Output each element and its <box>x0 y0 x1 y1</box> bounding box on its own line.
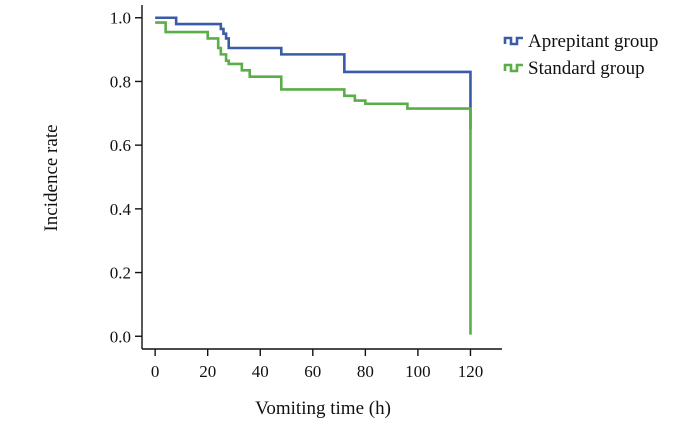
x-tick-label: 60 <box>304 362 321 381</box>
x-tick-label: 40 <box>252 362 269 381</box>
axes: 0.0 0.2 0.4 0.6 0.8 1.0 0 20 40 60 80 100 120 <box>110 5 502 381</box>
x-tick-label: 120 <box>458 362 484 381</box>
legend-label: Aprepitant group <box>528 31 658 52</box>
x-tick-label: 80 <box>357 362 374 381</box>
legend: Aprepitant group Standard group <box>503 31 658 79</box>
legend-swatch <box>503 63 523 73</box>
x-tick-label: 100 <box>405 362 431 381</box>
y-tick-label: 0.4 <box>110 200 132 219</box>
legend-label: Standard group <box>528 58 645 79</box>
x-tick-label: 20 <box>199 362 216 381</box>
y-tick-label: 1.0 <box>110 9 131 28</box>
series-layer <box>155 16 472 335</box>
legend-swatch <box>503 36 523 46</box>
series-line-aprepitant <box>155 16 472 130</box>
y-tick-label: 0.8 <box>110 72 131 91</box>
y-tick-label: 0.2 <box>110 264 131 283</box>
x-axis-title: Vomiting time (h) <box>255 398 391 419</box>
series-line-standard <box>155 21 472 335</box>
x-tick-label: 0 <box>151 362 160 381</box>
y-tick-label: 0.0 <box>110 327 131 346</box>
y-axis-title: Incidence rate <box>41 124 62 231</box>
y-tick-label: 0.6 <box>110 136 131 155</box>
